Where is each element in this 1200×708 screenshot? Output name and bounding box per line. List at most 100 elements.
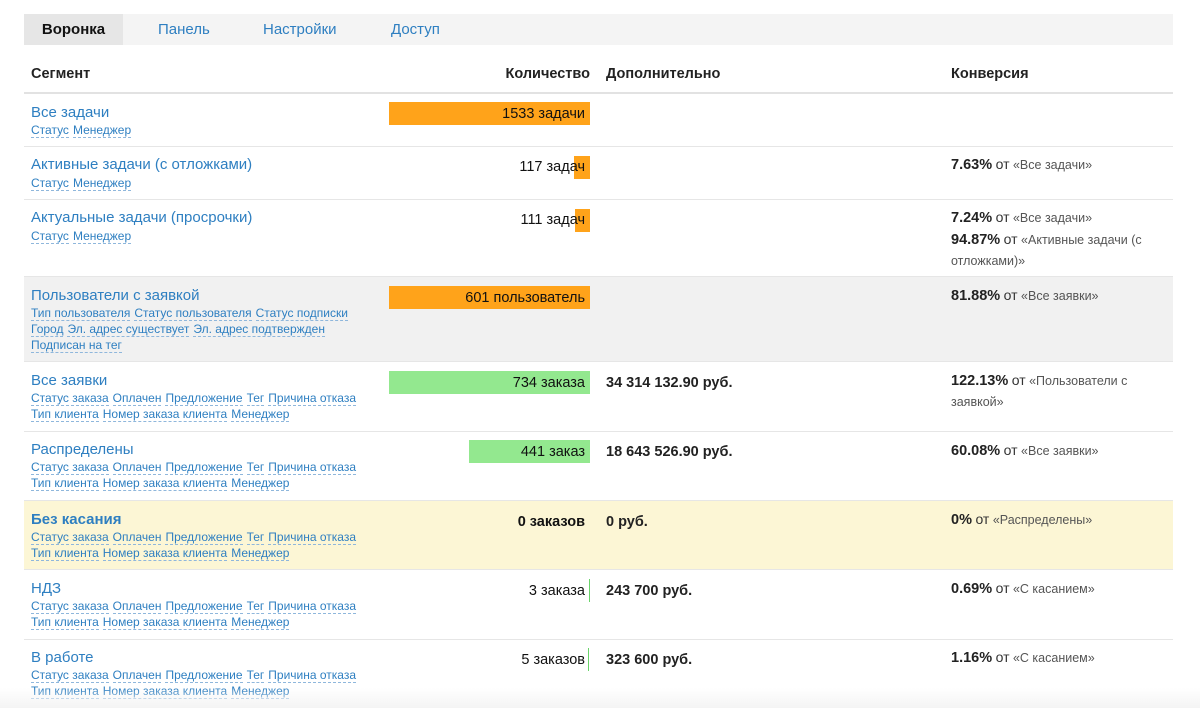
filter-link[interactable]: Оплачен (112, 391, 162, 406)
filter-link[interactable]: Оплачен (112, 599, 162, 614)
filter-link[interactable]: Причина отказа (268, 391, 357, 406)
filter-link[interactable]: Причина отказа (268, 530, 357, 545)
filter-link[interactable]: Менеджер (231, 407, 290, 422)
filter-link[interactable]: Предложение (165, 391, 243, 406)
filter-link[interactable]: Номер заказа клиента (102, 615, 228, 630)
filter-link[interactable]: Подписан на тег (31, 338, 122, 353)
segment-filters: Статус Менеджер (31, 229, 135, 244)
filter-link[interactable]: Статус заказа (31, 391, 109, 406)
filter-link[interactable]: Статус заказа (31, 530, 109, 545)
filter-link[interactable]: Тип клиента (31, 615, 99, 630)
filter-link[interactable]: Статус заказа (31, 599, 109, 614)
filter-link[interactable]: Предложение (165, 460, 243, 475)
segment-link[interactable]: Активные задачи (с отложками) (31, 156, 253, 173)
filter-link[interactable]: Тег (246, 530, 265, 545)
tab-panel[interactable]: Панель (158, 21, 210, 38)
filter-link[interactable]: Статус (31, 229, 69, 244)
conversion-of: от (1011, 372, 1026, 388)
filter-link[interactable]: Статус заказа (31, 460, 109, 475)
table-row: Активные задачи (с отложками) Статус Мене… (24, 147, 1173, 200)
conversion-reference: «Все задачи» (1012, 158, 1093, 172)
filter-link[interactable]: Тип клиента (31, 546, 99, 561)
filter-link[interactable]: Оплачен (112, 668, 162, 683)
scroll-fade (0, 688, 1200, 708)
filter-link[interactable]: Менеджер (231, 476, 290, 491)
segment-filters: Статус заказа Оплачен Предложение Тег Причин… (31, 668, 360, 683)
conversion-reference: «Распределены» (992, 513, 1093, 527)
filter-link[interactable]: Номер заказа клиента (102, 476, 228, 491)
filter-link[interactable]: Менеджер (72, 176, 132, 191)
filter-link[interactable]: Причина отказа (268, 668, 357, 683)
filter-link[interactable]: Эл. адрес подтвержден (193, 322, 325, 337)
conversion-cell: 1.16% от «С касанием» (951, 647, 1163, 669)
filter-link[interactable]: Тип клиента (31, 476, 99, 491)
quantity-bar (588, 648, 589, 671)
filter-link[interactable]: Эл. адрес существует (67, 322, 190, 337)
tab-settings[interactable]: Настройки (263, 21, 337, 38)
segment-link[interactable]: Все заявки (31, 372, 108, 389)
filter-link[interactable]: Тег (246, 599, 265, 614)
filter-link[interactable]: Менеджер (231, 615, 290, 630)
filter-link[interactable]: Город (31, 322, 64, 337)
filter-link[interactable]: Менеджер (72, 229, 132, 244)
filter-link[interactable]: Статус (31, 123, 69, 138)
filter-link[interactable]: Оплачен (112, 460, 162, 475)
column-header-conversion: Конверсия (951, 66, 1029, 82)
filter-link[interactable]: Тег (246, 460, 265, 475)
conversion-percent: 7.24% (951, 210, 993, 226)
conversion-cell: 7.63% от «Все задачи» (951, 154, 1163, 176)
filter-link[interactable]: Менеджер (72, 123, 132, 138)
conversion-reference: «Пользователи с заявкой» (951, 374, 1128, 409)
table-row: Пользователи с заявкой Тип пользователя С… (24, 277, 1173, 362)
conversion-cell: 81.88% от «Все заявки» (951, 285, 1163, 307)
filter-link[interactable]: Менеджер (231, 546, 290, 561)
segment-link[interactable]: Все задачи (31, 104, 110, 121)
filter-link[interactable]: Статус пользователя (134, 306, 252, 321)
quantity-value: 441 заказ (520, 444, 585, 460)
tab-access[interactable]: Доступ (391, 21, 440, 38)
conversion-percent: 81.88% (951, 288, 1001, 304)
segment-link[interactable]: Без касания (31, 511, 122, 528)
segment-link[interactable]: Актуальные задачи (просрочки) (31, 209, 253, 226)
filter-link[interactable]: Оплачен (112, 530, 162, 545)
column-header-extra: Дополнительно (606, 66, 721, 82)
filter-link[interactable]: Причина отказа (268, 599, 357, 614)
filter-link[interactable]: Статус заказа (31, 668, 109, 683)
tab-funnel[interactable]: Воронка (24, 14, 123, 45)
filter-link[interactable]: Статус подписки (255, 306, 348, 321)
quantity-value: 734 заказа (512, 375, 585, 391)
quantity-value: 601 пользователь (465, 290, 585, 306)
extra-amount: 18 643 526.90 руб. (606, 444, 733, 460)
quantity-bar (389, 286, 590, 309)
table-row: Все задачи Статус Менеджер 1533 задачи (24, 94, 1173, 147)
filter-link[interactable]: Причина отказа (268, 460, 357, 475)
quantity-bar (574, 156, 590, 179)
conversion-of: от (995, 209, 1010, 225)
extra-amount: 243 700 руб. (606, 583, 693, 599)
conversion-cell: 7.24% от «Все задачи» 94.87% от «Активны… (951, 207, 1163, 272)
segment-link[interactable]: НДЗ (31, 580, 62, 597)
quantity-bar (589, 579, 590, 602)
filter-link[interactable]: Тег (246, 391, 265, 406)
conversion-of: от (1003, 442, 1018, 458)
filter-link[interactable]: Предложение (165, 530, 243, 545)
filter-link[interactable]: Статус (31, 176, 69, 191)
filter-link[interactable]: Тип пользователя (31, 306, 131, 321)
segment-link[interactable]: В работе (31, 649, 94, 666)
conversion-of: от (995, 649, 1010, 665)
segment-link[interactable]: Пользователи с заявкой (31, 287, 200, 304)
filter-link[interactable]: Предложение (165, 599, 243, 614)
filter-link[interactable]: Предложение (165, 668, 243, 683)
filter-link[interactable]: Тег (246, 668, 265, 683)
conversion-percent: 0.69% (951, 581, 993, 597)
conversion-cell: 60.08% от «Все заявки» (951, 440, 1163, 462)
conversion-reference: «Все задачи» (1012, 211, 1093, 225)
filter-link[interactable]: Номер заказа клиента (102, 546, 228, 561)
segment-link[interactable]: Распределены (31, 441, 134, 458)
quantity-value: 117 задач (519, 159, 585, 175)
filter-link[interactable]: Номер заказа клиента (102, 407, 228, 422)
conversion-reference: «Все заявки» (1021, 444, 1099, 458)
filter-link[interactable]: Тип клиента (31, 407, 99, 422)
